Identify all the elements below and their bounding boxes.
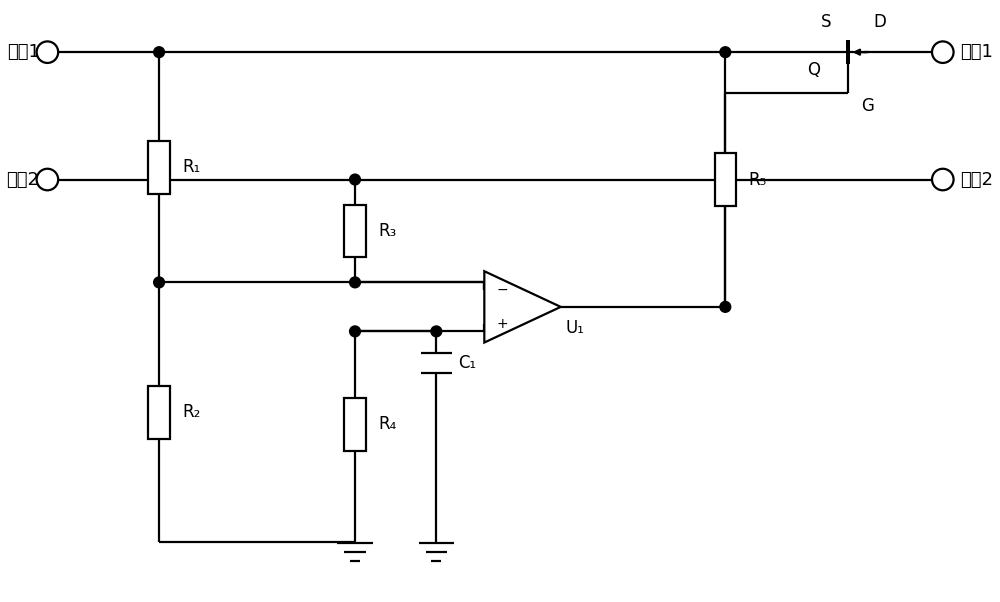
Text: R₁: R₁ <box>183 158 201 176</box>
Text: Q: Q <box>807 61 820 79</box>
Text: +: + <box>496 317 508 330</box>
Bar <box>715 153 736 206</box>
Text: 输入1: 输入1 <box>7 43 40 61</box>
Text: 输入2: 输入2 <box>7 170 40 188</box>
Text: R₂: R₂ <box>183 403 201 421</box>
Text: S: S <box>821 13 831 31</box>
Bar <box>148 141 170 194</box>
Text: 输兴2: 输兴2 <box>960 170 993 188</box>
Text: R₄: R₄ <box>379 415 397 433</box>
Polygon shape <box>484 272 561 343</box>
Circle shape <box>720 47 731 58</box>
Circle shape <box>720 302 731 312</box>
Circle shape <box>350 277 360 288</box>
Text: R₃: R₃ <box>379 222 397 240</box>
Circle shape <box>431 326 442 337</box>
Bar <box>148 386 170 439</box>
Bar <box>344 205 366 258</box>
Text: C₁: C₁ <box>458 354 476 371</box>
Circle shape <box>154 277 164 288</box>
Circle shape <box>350 174 360 185</box>
Text: R₅: R₅ <box>749 170 767 188</box>
Circle shape <box>154 47 164 58</box>
Bar <box>344 398 366 451</box>
Text: −: − <box>496 283 508 297</box>
Text: D: D <box>874 13 887 31</box>
Text: U₁: U₁ <box>566 320 585 338</box>
Text: G: G <box>861 98 874 115</box>
Circle shape <box>350 326 360 337</box>
Text: 输兴1: 输兴1 <box>960 43 993 61</box>
